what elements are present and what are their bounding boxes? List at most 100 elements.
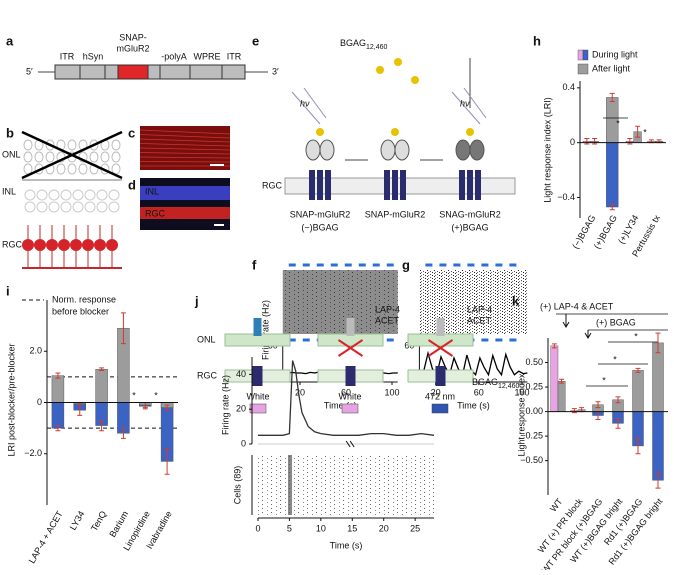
x-tick-label: 60 <box>474 387 484 397</box>
ligand <box>411 76 419 84</box>
micrograph-texture <box>139 129 231 135</box>
y-axis-label: Firing rate (Hz) <box>220 375 230 435</box>
error-bar <box>655 471 661 489</box>
layer-label: INL <box>145 186 159 196</box>
significance-mark: * <box>616 118 620 128</box>
micrograph-texture <box>139 143 231 147</box>
inl-cell <box>108 201 120 213</box>
ligand <box>394 58 402 66</box>
rgc-receptor <box>435 366 446 386</box>
photoreceptor <box>34 151 44 163</box>
photoreceptor <box>436 318 445 336</box>
state-label: (+)BGAG <box>451 222 488 232</box>
error-bar <box>635 367 641 373</box>
error-bar <box>55 425 61 432</box>
bar <box>652 411 664 481</box>
ligand <box>376 66 384 74</box>
receptor-tm <box>384 170 390 200</box>
y-tick-label: 0 <box>37 397 42 407</box>
error-bar <box>559 378 565 384</box>
micrograph-texture <box>139 147 231 151</box>
y-tick-label: 0 <box>241 438 246 448</box>
error-bar <box>551 343 557 349</box>
error-bar <box>99 367 105 371</box>
x-tick-label: Barium <box>107 509 130 539</box>
y-tick-label: −2.0 <box>24 448 42 458</box>
treatment-arrow <box>584 330 592 339</box>
error-bar <box>120 427 126 439</box>
snap-tag <box>466 128 474 136</box>
error-bar <box>655 332 661 354</box>
x-tick-label: 0 <box>255 523 260 533</box>
raster <box>258 455 434 515</box>
construct-end: 5′ <box>26 66 33 76</box>
inl-cell <box>60 201 72 213</box>
y-tick-label: 40 <box>236 369 246 379</box>
y-tick-label: 0.50 <box>525 357 543 367</box>
y-tick-label: 20 <box>236 404 246 414</box>
photoreceptor <box>100 151 110 163</box>
stimulus-box <box>249 403 267 414</box>
x-tick-label: 10 <box>316 523 326 533</box>
significance-mark: * <box>602 375 606 385</box>
treatment-arrow <box>562 314 570 328</box>
receptor-tm <box>459 170 465 200</box>
layer-label: RGC <box>197 370 218 380</box>
construct-element: ITR <box>227 51 242 61</box>
raster-onset <box>288 455 292 515</box>
receptor-tm <box>392 170 398 200</box>
panel-letter: f <box>252 257 257 272</box>
inl-cell <box>48 189 60 201</box>
state-label: SNAG-mGluR2 <box>439 209 501 219</box>
x-tick-label: 20 <box>379 523 389 533</box>
receptor-tm <box>467 170 473 200</box>
inl-cell <box>24 201 36 213</box>
light-beam <box>291 87 327 125</box>
receptor-tm <box>475 170 481 200</box>
ligand-subscript: 12,460 <box>498 383 520 390</box>
micrograph-texture <box>139 156 231 159</box>
degeneration-cross <box>21 130 123 180</box>
construct-end: 3′ <box>272 66 279 76</box>
significance-mark: * <box>154 390 158 400</box>
error-bar <box>635 125 641 138</box>
receptor-head <box>319 139 335 161</box>
rgc-receptor <box>345 366 356 386</box>
micrograph-band <box>140 207 230 219</box>
y-tick-label: 0.00 <box>525 406 543 416</box>
x-tick-label: 100 <box>384 387 399 397</box>
x-tick-label: WT <box>548 496 565 514</box>
significance-mark: * <box>613 354 617 364</box>
construct-element: SNAP- <box>119 32 147 42</box>
state-label: SNAP-mGluR2 <box>290 209 351 219</box>
stimulus-label: White <box>338 391 361 401</box>
inl-cell <box>84 189 96 201</box>
x-tick-label: 100 <box>514 387 529 397</box>
y-axis-label: Light response index (LRI) <box>542 97 552 203</box>
x-axis-label: Time (s) <box>457 400 490 410</box>
stimulus-label: 472 nm <box>425 391 455 401</box>
photoreceptor <box>56 163 66 175</box>
error-bar <box>164 448 170 475</box>
x-tick-label: 15 <box>347 523 357 533</box>
inl-cell <box>24 189 36 201</box>
error-bar <box>609 92 615 103</box>
inl-cell <box>36 201 48 213</box>
y-axis-label: Light response index <box>516 373 526 457</box>
error-bar <box>595 401 601 409</box>
photoreceptor <box>253 318 262 336</box>
x-axis-label: Time (s) <box>330 540 363 550</box>
raster <box>282 270 398 334</box>
photoreceptor <box>45 139 55 151</box>
micrograph-texture <box>139 134 231 139</box>
axis-break <box>345 440 351 448</box>
photoreceptor <box>111 151 121 163</box>
photoreceptor <box>67 163 77 175</box>
rgc-cell <box>22 239 34 251</box>
inl-cell <box>108 189 120 201</box>
layer-label: ONL <box>2 149 21 159</box>
x-tick-label: 20 <box>431 387 441 397</box>
panel-letter: b <box>6 125 14 140</box>
significance-mark: * <box>132 390 136 400</box>
receptor-head <box>305 139 321 161</box>
